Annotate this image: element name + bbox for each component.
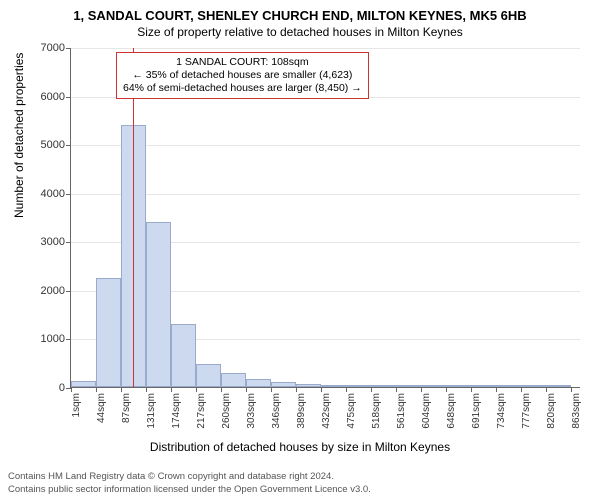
ytick-label: 1000 xyxy=(41,333,65,345)
chart-title-main: 1, SANDAL COURT, SHENLEY CHURCH END, MIL… xyxy=(0,0,600,23)
ytick-mark xyxy=(66,339,71,340)
histogram-bar xyxy=(196,364,221,387)
ytick-label: 5000 xyxy=(41,139,65,151)
xtick-label: 518sqm xyxy=(371,393,382,429)
histogram-bar xyxy=(71,381,96,387)
xtick-label: 691sqm xyxy=(471,393,482,429)
footer-line1: Contains HM Land Registry data © Crown c… xyxy=(8,471,371,483)
xtick-mark xyxy=(371,387,372,392)
xtick-label: 561sqm xyxy=(396,393,407,429)
xtick-label: 131sqm xyxy=(146,393,157,429)
xtick-mark xyxy=(396,387,397,392)
gridline xyxy=(71,145,580,146)
footer-line2: Contains public sector information licen… xyxy=(8,484,371,496)
ytick-mark xyxy=(66,291,71,292)
xtick-mark xyxy=(71,387,72,392)
y-axis-label: Number of detached properties xyxy=(12,53,26,218)
xtick-label: 174sqm xyxy=(171,393,182,429)
xtick-mark xyxy=(146,387,147,392)
ytick-label: 4000 xyxy=(41,188,65,200)
xtick-label: 87sqm xyxy=(121,393,132,423)
xtick-label: 863sqm xyxy=(571,393,582,429)
xtick-mark xyxy=(496,387,497,392)
xtick-mark xyxy=(271,387,272,392)
chart-plot-area: 010002000300040005000600070001sqm44sqm87… xyxy=(70,48,580,388)
xtick-mark xyxy=(121,387,122,392)
xtick-label: 303sqm xyxy=(246,393,257,429)
xtick-label: 260sqm xyxy=(221,393,232,429)
histogram-bar xyxy=(221,373,246,387)
xtick-label: 777sqm xyxy=(521,393,532,429)
ytick-label: 3000 xyxy=(41,236,65,248)
ytick-mark xyxy=(66,242,71,243)
xtick-label: 1sqm xyxy=(71,393,82,417)
xtick-mark xyxy=(421,387,422,392)
histogram-bar xyxy=(471,385,496,387)
xtick-mark xyxy=(321,387,322,392)
xtick-mark xyxy=(546,387,547,392)
histogram-bar xyxy=(246,379,271,387)
xtick-mark xyxy=(521,387,522,392)
xtick-mark xyxy=(246,387,247,392)
annotation-line3: 64% of semi-detached houses are larger (… xyxy=(123,82,362,95)
histogram-bar xyxy=(496,385,521,387)
histogram-bar xyxy=(346,385,371,387)
xtick-label: 734sqm xyxy=(496,393,507,429)
ytick-label: 2000 xyxy=(41,285,65,297)
ytick-label: 6000 xyxy=(41,91,65,103)
ytick-mark xyxy=(66,48,71,49)
annotation-box: 1 SANDAL COURT: 108sqm← 35% of detached … xyxy=(116,52,369,99)
histogram-bar xyxy=(396,385,421,387)
x-axis-label: Distribution of detached houses by size … xyxy=(0,440,600,454)
histogram-bar xyxy=(546,385,571,387)
xtick-label: 604sqm xyxy=(421,393,432,429)
histogram-bar xyxy=(321,385,346,387)
histogram-bar xyxy=(96,278,121,387)
histogram-bar xyxy=(446,385,471,387)
histogram-bar xyxy=(371,385,396,387)
xtick-mark xyxy=(471,387,472,392)
xtick-mark xyxy=(171,387,172,392)
ytick-mark xyxy=(66,194,71,195)
ytick-mark xyxy=(66,97,71,98)
xtick-label: 820sqm xyxy=(546,393,557,429)
xtick-label: 648sqm xyxy=(446,393,457,429)
histogram-bar xyxy=(521,385,546,387)
xtick-mark xyxy=(296,387,297,392)
ytick-label: 0 xyxy=(59,382,65,394)
xtick-label: 346sqm xyxy=(271,393,282,429)
xtick-mark xyxy=(571,387,572,392)
gridline xyxy=(71,194,580,195)
chart-title-sub: Size of property relative to detached ho… xyxy=(0,23,600,43)
annotation-line1: 1 SANDAL COURT: 108sqm xyxy=(123,56,362,69)
plot: 010002000300040005000600070001sqm44sqm87… xyxy=(70,48,580,388)
xtick-label: 217sqm xyxy=(196,393,207,429)
ytick-mark xyxy=(66,145,71,146)
histogram-bar xyxy=(296,384,321,387)
ytick-label: 7000 xyxy=(41,42,65,54)
xtick-label: 389sqm xyxy=(296,393,307,429)
histogram-bar xyxy=(271,382,296,387)
histogram-bar xyxy=(146,222,171,387)
xtick-label: 44sqm xyxy=(96,393,107,423)
histogram-bar xyxy=(421,385,446,387)
xtick-label: 432sqm xyxy=(321,393,332,429)
xtick-label: 475sqm xyxy=(346,393,357,429)
xtick-mark xyxy=(221,387,222,392)
gridline xyxy=(71,48,580,49)
annotation-line2: ← 35% of detached houses are smaller (4,… xyxy=(123,69,362,82)
xtick-mark xyxy=(446,387,447,392)
xtick-mark xyxy=(346,387,347,392)
xtick-mark xyxy=(196,387,197,392)
footer-attribution: Contains HM Land Registry data © Crown c… xyxy=(8,471,371,496)
histogram-bar xyxy=(171,324,196,387)
xtick-mark xyxy=(96,387,97,392)
